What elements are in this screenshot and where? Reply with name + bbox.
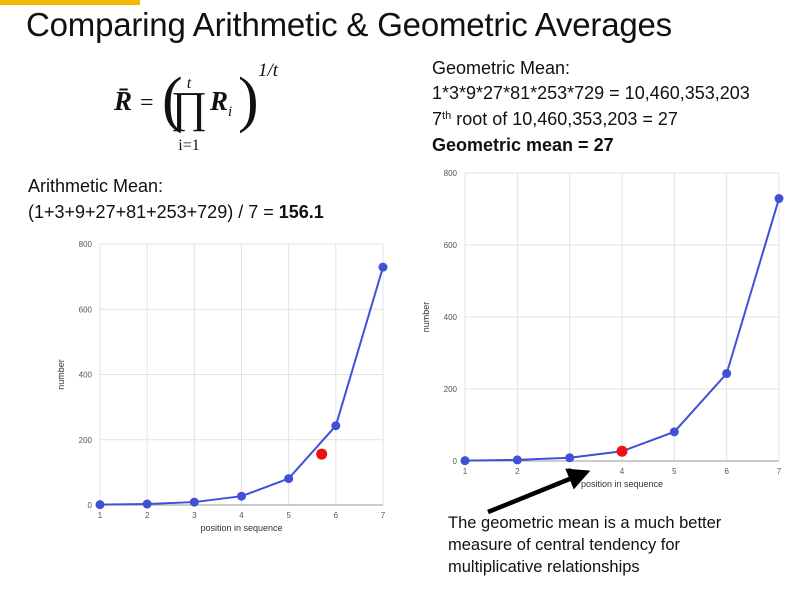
geometric-xtick-label: 6 xyxy=(724,467,729,476)
geometric-root-line: 7th root of 10,460,353,203 = 27 xyxy=(432,109,678,130)
arithmetic-y-axis-title: number xyxy=(56,359,66,390)
geometric-xtick-label: 4 xyxy=(620,467,625,476)
geometric-line-chart: 0 200 400 600 800 1 2 3 4 5 6 7 position in sequence… xyxy=(400,165,810,495)
arithmetic-x-axis-title: position in sequence xyxy=(200,523,282,533)
arithmetic-data-point xyxy=(95,500,105,510)
geometric-data-point xyxy=(512,455,522,465)
product-symbol: ∏ xyxy=(171,83,207,132)
geometric-xtick-label: 2 xyxy=(515,467,520,476)
arithmetic-mean-marker xyxy=(316,448,328,460)
formula-lower-limit: i=1 xyxy=(178,137,199,154)
geometric-ytick-label: 600 xyxy=(444,241,458,250)
slide-title: Comparing Arithmetic & Geometric Average… xyxy=(26,6,672,43)
geometric-data-point xyxy=(774,194,784,204)
arithmetic-data-point xyxy=(284,474,294,484)
formula-graphic: R̄ = ( t ∏ i=1 R i ) 1/t xyxy=(113,60,279,154)
arithmetic-result: 156.1 xyxy=(278,202,324,222)
geometric-mean-result: Geometric mean = 27 xyxy=(432,135,614,155)
arithmetic-chart-svg: 0 200 400 600 800 1 2 3 4 5 6 7 position in sequence… xyxy=(56,240,388,533)
arithmetic-xtick-label: 2 xyxy=(145,511,150,520)
arithmetic-heading: Arithmetic Mean: xyxy=(28,176,164,196)
root-index: 7 xyxy=(432,109,443,129)
geometric-ytick-label: 400 xyxy=(444,313,458,322)
geometric-xtick-label: 5 xyxy=(672,467,677,476)
left-paren: ( xyxy=(162,66,183,134)
geometric-mean-formula: R̄ = ( t ∏ i=1 R i ) 1/t xyxy=(110,58,310,159)
arithmetic-line-chart: 0 200 400 600 800 1 2 3 4 5 6 7 position in sequence… xyxy=(50,236,395,536)
note-line-2: measure of central tendency for xyxy=(448,536,681,554)
geometric-ytick-label: 200 xyxy=(444,385,458,394)
geometric-xtick-label: 1 xyxy=(463,467,468,476)
arithmetic-ytick-label: 400 xyxy=(79,371,93,380)
formula-upper-limit: t xyxy=(187,75,192,92)
geometric-y-axis-title: number xyxy=(421,302,431,333)
arithmetic-data-point xyxy=(237,491,246,501)
arithmetic-xtick-label: 4 xyxy=(239,511,244,520)
arithmetic-xtick-label: 6 xyxy=(334,511,339,520)
root-line-rest: root of 10,460,353,203 = 27 xyxy=(451,109,678,129)
arithmetic-ytick-label: 0 xyxy=(88,501,93,510)
geometric-mean-marker xyxy=(616,445,628,457)
geometric-heading: Geometric Mean: xyxy=(432,58,571,78)
pointer-arrow xyxy=(487,468,591,515)
arithmetic-data-point xyxy=(189,497,199,507)
arithmetic-ytick-label: 800 xyxy=(79,240,93,249)
note-line-1: The geometric mean is a much better xyxy=(448,514,722,532)
arithmetic-xtick-label: 7 xyxy=(381,511,386,520)
formula-exponent: 1/t xyxy=(258,60,279,81)
formula-term: R xyxy=(209,86,228,116)
geometric-data-point xyxy=(669,427,679,437)
arithmetic-data-point xyxy=(378,262,388,272)
geometric-ytick-label: 0 xyxy=(453,457,458,466)
geometric-data-point xyxy=(722,369,732,379)
arithmetic-data-point xyxy=(331,421,341,431)
geometric-data-point xyxy=(565,453,575,463)
arithmetic-ytick-label: 200 xyxy=(79,436,93,445)
formula-subscript: i xyxy=(228,104,232,120)
geometric-x-axis-title: position in sequence xyxy=(581,479,663,489)
accent-bar xyxy=(0,0,140,5)
root-suffix: th xyxy=(442,110,452,122)
conclusion-note: The geometric mean is a much better meas… xyxy=(448,512,788,578)
geometric-xtick-label: 7 xyxy=(777,467,782,476)
geometric-product-line: 1*3*9*27*81*253*729 = 10,460,353,203 xyxy=(432,83,750,103)
arithmetic-ytick-label: 600 xyxy=(79,305,93,314)
formula-equals: = xyxy=(140,90,154,116)
arithmetic-calculation: (1+3+9+27+81+253+729) / 7 = 156.1 xyxy=(28,202,324,223)
arithmetic-calc-prefix: (1+3+9+27+81+253+729) / 7 = xyxy=(28,202,279,222)
arithmetic-xtick-label: 3 xyxy=(192,511,197,520)
arithmetic-xtick-label: 5 xyxy=(286,511,291,520)
geometric-data-point xyxy=(460,456,470,466)
formula-lhs: R̄ xyxy=(113,86,132,116)
geometric-ytick-label: 800 xyxy=(444,169,458,178)
note-line-3: multiplicative relationships xyxy=(448,558,640,576)
arithmetic-xtick-label: 1 xyxy=(98,511,103,520)
arithmetic-data-point xyxy=(142,499,152,509)
right-paren: ) xyxy=(238,66,259,134)
